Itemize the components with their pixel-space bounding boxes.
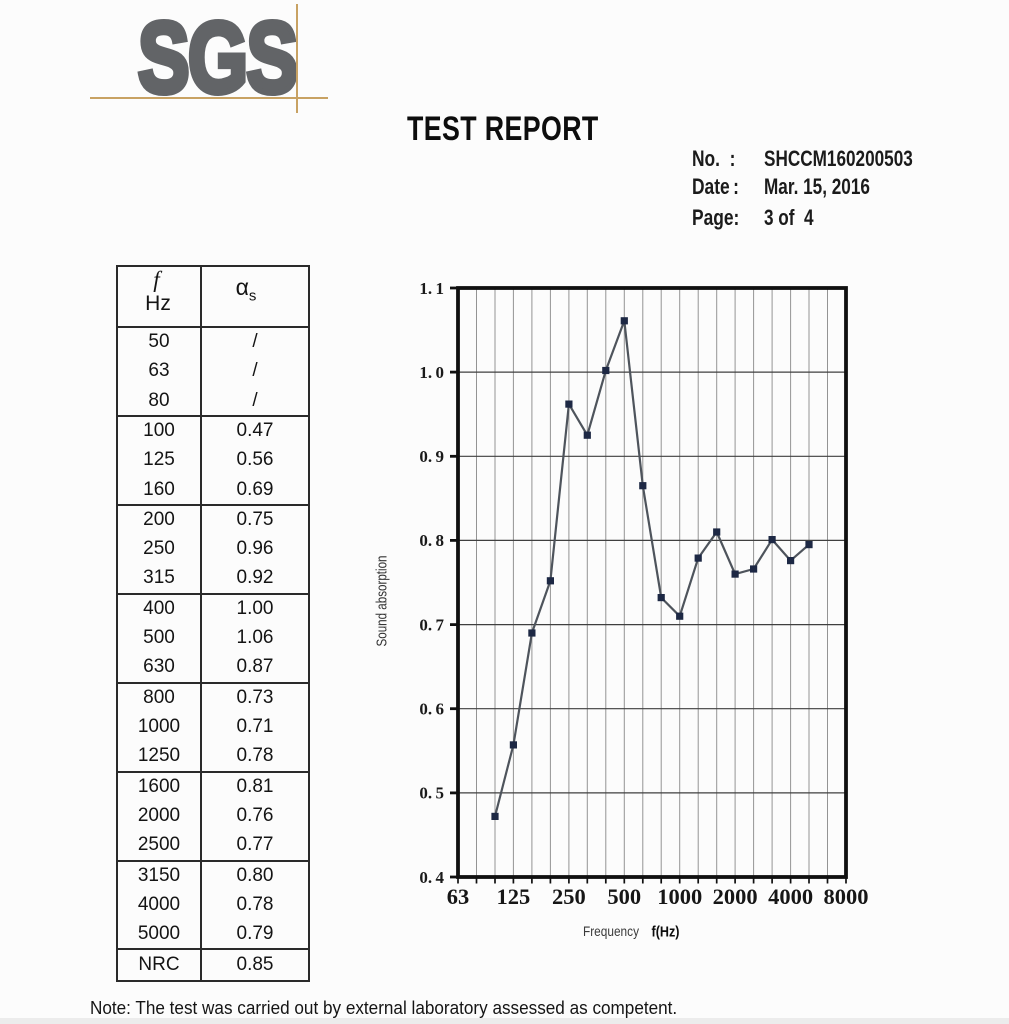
svg-text:1. 0: 1. 0 (419, 363, 444, 382)
svg-text:4000: 4000 (768, 884, 813, 909)
svg-text:Frequency: Frequency (583, 924, 639, 939)
svg-text:500: 500 (607, 884, 641, 909)
svg-text:0. 5: 0. 5 (419, 784, 444, 803)
svg-text:250: 250 (552, 884, 586, 909)
svg-text:2000: 2000 (713, 884, 758, 909)
svg-text:Sound absorption: Sound absorption (374, 556, 391, 647)
svg-text:0. 7: 0. 7 (419, 615, 444, 634)
svg-text:125: 125 (497, 884, 531, 909)
svg-text:1000: 1000 (657, 884, 702, 909)
svg-text:0. 9: 0. 9 (419, 447, 444, 466)
svg-text:63: 63 (447, 884, 470, 909)
svg-text:0. 8: 0. 8 (419, 531, 444, 550)
svg-text:8000: 8000 (824, 884, 869, 909)
svg-text:f(Hz): f(Hz) (652, 924, 680, 941)
svg-text:1. 1: 1. 1 (419, 279, 444, 298)
svg-text:0. 6: 0. 6 (419, 700, 444, 719)
svg-text:0. 4: 0. 4 (419, 868, 444, 887)
